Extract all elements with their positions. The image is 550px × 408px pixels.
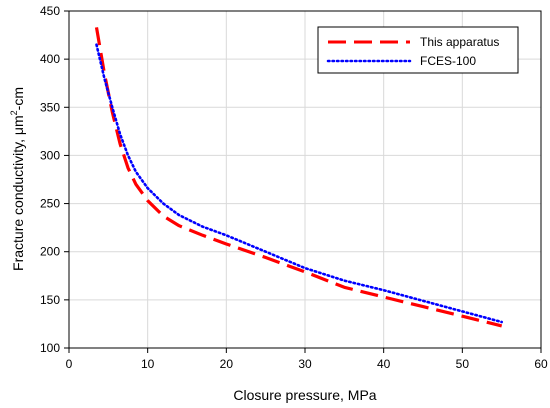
series-line-fces-100 xyxy=(95,43,503,324)
x-tick-label: 10 xyxy=(141,357,155,371)
legend: This apparatus FCES-100 xyxy=(317,26,519,74)
x-tick-label: 40 xyxy=(377,357,391,371)
series-line-this-apparatus xyxy=(94,27,503,328)
y-axis-title-main: Fracture conductivity, μm xyxy=(10,115,26,271)
series-lines xyxy=(94,27,503,328)
grid xyxy=(69,11,541,348)
y-tick-label: 100 xyxy=(40,341,60,355)
y-tick-label: 400 xyxy=(40,52,60,66)
legend-label-fces-100: FCES-100 xyxy=(420,54,476,68)
y-tick-label: 250 xyxy=(40,197,60,211)
legend-box xyxy=(317,26,519,74)
x-tick-label: 50 xyxy=(456,357,470,371)
y-tick-label: 300 xyxy=(40,148,60,162)
y-tick-label: 350 xyxy=(40,100,60,114)
y-axis-title-superscript: 2 xyxy=(9,110,19,115)
x-axis-title: Closure pressure, MPa xyxy=(233,387,376,403)
x-tick-label: 60 xyxy=(534,357,548,371)
x-tick-label: 20 xyxy=(220,357,234,371)
y-tick-label: 150 xyxy=(40,293,60,307)
y-axis-title-tail: -cm xyxy=(10,87,26,110)
y-tick-label: 200 xyxy=(40,245,60,259)
y-tick-label: 450 xyxy=(40,4,60,18)
y-axis-title: Fracture conductivity, μm2-cm xyxy=(9,87,26,271)
x-tick-label: 30 xyxy=(298,357,312,371)
x-tick-label: 0 xyxy=(66,357,73,371)
legend-label-this-apparatus: This apparatus xyxy=(420,35,499,49)
axes: 0 10 20 30 40 50 60 100 150 200 250 300 350 400 450 xyxy=(40,4,548,371)
